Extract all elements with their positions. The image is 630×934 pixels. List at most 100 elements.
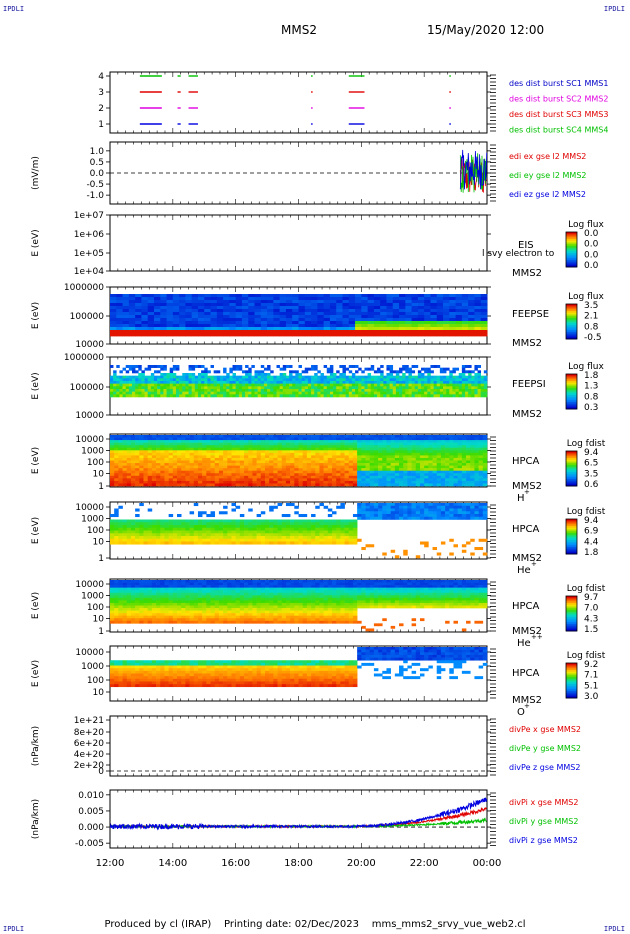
hpca-o-panel-spectrogram: [110, 647, 488, 688]
hpca-he-panel-colorbar-cell: [566, 540, 577, 543]
hpca-hepp-panel-colorbar-cell: [566, 624, 577, 627]
feepsi-panel-ytick-label: 10000: [75, 411, 104, 421]
eis-panel-colorbar-cell: [566, 261, 577, 264]
feepsi-panel-instrument: FEEPSI: [512, 379, 546, 390]
hpca-hepp-panel-colorbar-cell: [566, 608, 577, 611]
hpca-hepp-panel-colorbar-tick: 9.7: [584, 593, 598, 603]
hpca-hepp-panel-colorbar-cell: [566, 603, 577, 606]
hpca-o-panel-colorbar-cell: [566, 666, 577, 669]
hpca-h-panel-colorbar-cell: [566, 475, 577, 478]
feepsi-panel-colorbar-cell: [566, 398, 577, 401]
feepsi-panel-colorbar-cell: [566, 374, 577, 377]
hpca-h-panel-colorbar-tick: 9.4: [584, 448, 599, 458]
hpca-o-panel-colorbar-cell: [566, 689, 577, 692]
hpca-hepp-panel-colorbar-title: Log fdist: [567, 584, 606, 594]
footer-produced: Produced by cl (IRAP): [104, 919, 212, 930]
divpe-panel-legend-2: divPe y gse MMS2: [509, 744, 581, 753]
feepse-panel-colorbar-title: Log flux: [568, 292, 604, 302]
feepsi-panel-colorbar-cell: [566, 384, 577, 387]
corner-label-top-right: IPDLI: [603, 5, 625, 13]
eis-panel-colorbar-cell: [566, 254, 577, 257]
hpca-h-panel-colorbar-cell: [566, 461, 577, 464]
hpca-o-panel-colorbar-tick: 5.1: [584, 681, 598, 691]
corner-label-top-left: IPDLI: [3, 5, 25, 13]
divpi-panel-frame: [109, 789, 488, 849]
hpca-hepp-panel-colorbar-cell: [566, 620, 577, 623]
hpca-o-panel-colorbar-cell: [566, 664, 577, 667]
feepsi-panel-colorbar-cell: [566, 379, 577, 382]
hpca-o-panel-colorbar-cell: [566, 696, 577, 699]
hpca-h-panel-colorbar-cell: [566, 452, 577, 455]
eis-panel-ytick-label: 1e+06: [74, 230, 105, 240]
edi-panel-legend-3: edi ez gse l2 MMS2: [509, 190, 586, 199]
hpca-o-panel-ytick-label: 100: [87, 676, 104, 686]
edi-panel-series-3: [459, 149, 488, 190]
footer-printing-date: Printing date: 02/Dec/2023: [223, 919, 359, 930]
hpca-he-panel-charge: +: [531, 560, 537, 568]
hpca-h-panel-colorbar-cell: [566, 456, 577, 459]
hpca-h-panel-colorbar-tick: 3.5: [584, 469, 598, 479]
hpca-h-panel-colorbar-cell: [566, 473, 577, 476]
hpca-he-panel-colorbar-cell: [566, 543, 577, 546]
feepse-panel-ytick-label: 10000: [75, 340, 104, 350]
eis-panel-colorbar-tick: 0.0: [584, 229, 599, 239]
hpca-h-panel-spectrogram: [110, 435, 488, 487]
eis-panel-colorbar-cell: [566, 246, 577, 249]
hpca-h-panel-charge: +: [524, 488, 530, 496]
hpca-hepp-panel-instrument: HPCA: [512, 601, 540, 612]
hpca-h-panel-colorbar-cell: [566, 482, 577, 485]
hpca-he-panel-colorbar-cell: [566, 552, 577, 555]
eis-panel-colorbar-cell: [566, 251, 577, 254]
hpca-o-panel-colorbar-tick: 9.2: [584, 660, 598, 670]
hpca-hepp-panel-colorbar-cell: [566, 597, 577, 600]
edi-panel-ytick-label: 0.0: [90, 169, 105, 179]
feepsi-panel-colorbar-cell: [566, 403, 577, 406]
eis-panel-colorbar-cell: [566, 233, 577, 236]
feepsi-panel-ytick-label: 100000: [70, 383, 105, 393]
hpca-o-panel-colorbar-cell: [566, 671, 577, 674]
hpca-o-panel-species: O: [517, 707, 525, 718]
hpca-h-panel-ytick-label: 10: [93, 470, 105, 480]
divpi-panel-ytick-label: 0.000: [78, 823, 104, 833]
burst-panel-ytick-label: 1: [98, 120, 104, 130]
feepse-panel-colorbar-tick: 2.1: [584, 312, 598, 322]
burst-panel-ytick-label: 4: [98, 72, 104, 82]
eis-panel-colorbar-cell: [566, 263, 577, 266]
feepse-panel-ylabel: E (eV): [31, 302, 41, 329]
hpca-o-panel-colorbar-cell: [566, 677, 577, 680]
hpca-o-panel-colorbar-cell: [566, 673, 577, 676]
burst-panel-legend-3: des dist burst SC3 MMS3: [509, 110, 608, 119]
feepse-panel-colorbar-frame: [565, 303, 578, 340]
eis-panel-mission: MMS2: [512, 268, 542, 279]
hpca-h-panel-ytick-label: 100: [87, 458, 104, 468]
edi-panel-ytick-label: -0.5: [86, 180, 104, 190]
hpca-he-panel-colorbar-cell: [566, 522, 577, 525]
hpca-he-panel-colorbar-tick: 4.4: [584, 537, 599, 547]
feepsi-panel-colorbar-cell: [566, 382, 577, 385]
divpi-panel-series-3: [109, 797, 488, 831]
hpca-o-panel-colorbar-cell: [566, 687, 577, 690]
feepse-panel-colorbar-cell: [566, 330, 577, 333]
hpca-h-panel-colorbar-cell: [566, 463, 577, 466]
hpca-h-panel-colorbar-tick: 6.5: [584, 459, 598, 469]
hpca-hepp-panel-colorbar-tick: 7.0: [584, 604, 599, 614]
feepse-panel-colorbar-cell: [566, 305, 577, 308]
hpca-he-panel-colorbar-cell: [566, 534, 577, 537]
hpca-hepp-panel-colorbar-cell: [566, 625, 577, 628]
feepse-panel-colorbar-cell: [566, 326, 577, 329]
feepse-panel-colorbar-cell: [566, 318, 577, 321]
hpca-h-panel-ytick-label: 1: [98, 482, 104, 492]
x-axis-tick-label: 00:00: [473, 858, 502, 869]
hpca-o-panel-ytick-label: 10000: [75, 648, 104, 658]
hpca-he-panel-ytick-label: 1000: [81, 515, 104, 525]
feepsi-panel-colorbar-cell: [566, 407, 577, 410]
corner-label-bottom-right: IPDLI: [603, 925, 625, 933]
x-axis-tick-label: 14:00: [158, 858, 187, 869]
feepse-panel-colorbar-cell: [566, 312, 577, 315]
burst-panel-legend-4: des dist burst SC4 MMS4: [509, 126, 608, 135]
eis-panel-colorbar-cell: [566, 237, 577, 240]
hpca-h-panel-colorbar-frame: [565, 450, 578, 487]
hpca-he-panel-instrument: HPCA: [512, 524, 540, 535]
hpca-o-panel-colorbar-cell: [566, 682, 577, 685]
